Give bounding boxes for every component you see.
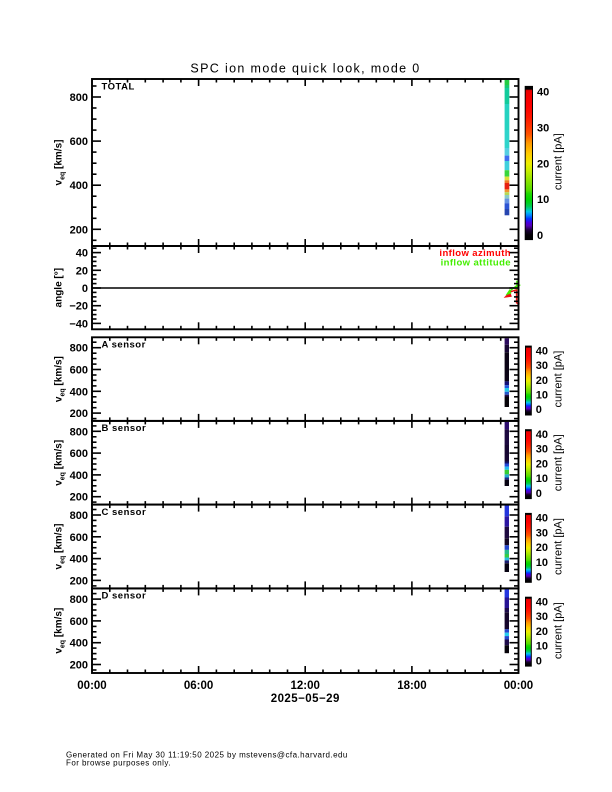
svg-text:current [pA]: current [pA] <box>553 602 565 659</box>
svg-text:10: 10 <box>536 557 548 569</box>
svg-text:200: 200 <box>70 224 88 236</box>
svg-text:For browse purposes only.: For browse purposes only. <box>66 759 171 768</box>
svg-text:400: 400 <box>70 554 88 566</box>
svg-text:800: 800 <box>70 510 88 522</box>
svg-text:10: 10 <box>536 641 548 653</box>
svg-text:200: 200 <box>70 492 88 504</box>
svg-text:600: 600 <box>70 365 88 377</box>
svg-text:current [pA]: current [pA] <box>553 133 565 190</box>
svg-text:0: 0 <box>537 230 543 242</box>
svg-text:600: 600 <box>70 136 88 148</box>
svg-text:angle [°]: angle [°] <box>54 268 65 308</box>
svg-text:TOTAL: TOTAL <box>102 81 135 92</box>
svg-text:30: 30 <box>536 611 548 623</box>
svg-text:40: 40 <box>536 429 548 441</box>
svg-text:600: 600 <box>70 616 88 628</box>
svg-text:40: 40 <box>536 597 548 609</box>
svg-text:10: 10 <box>536 473 548 485</box>
svg-text:30: 30 <box>536 527 548 539</box>
svg-text:800: 800 <box>70 426 88 438</box>
svg-text:20: 20 <box>536 375 548 387</box>
svg-text:20: 20 <box>537 158 549 170</box>
svg-text:200: 200 <box>70 660 88 672</box>
svg-text:40: 40 <box>537 87 549 99</box>
svg-text:400: 400 <box>70 386 88 398</box>
svg-text:0: 0 <box>536 655 542 667</box>
svg-text:−20: −20 <box>69 301 88 313</box>
svg-text:800: 800 <box>70 343 88 355</box>
svg-text:inflow azimuth: inflow azimuth <box>439 248 511 259</box>
svg-text:current [pA]: current [pA] <box>553 351 565 408</box>
svg-text:0: 0 <box>82 283 88 295</box>
svg-text:400: 400 <box>70 470 88 482</box>
svg-text:200: 200 <box>70 575 88 587</box>
svg-text:800: 800 <box>70 92 88 104</box>
svg-text:00:00: 00:00 <box>504 680 533 692</box>
svg-text:600: 600 <box>70 448 88 460</box>
svg-text:400: 400 <box>70 638 88 650</box>
svg-text:12:00: 12:00 <box>290 680 319 692</box>
svg-text:SPC ion mode quick look, mode: SPC ion mode quick look, mode 0 <box>190 62 420 76</box>
svg-text:20: 20 <box>536 626 548 638</box>
svg-text:400: 400 <box>70 180 88 192</box>
svg-text:600: 600 <box>70 532 88 544</box>
svg-text:2025−05−29: 2025−05−29 <box>271 693 340 705</box>
svg-text:40: 40 <box>76 248 88 260</box>
svg-text:800: 800 <box>70 594 88 606</box>
svg-text:20: 20 <box>536 542 548 554</box>
svg-text:C sensor: C sensor <box>102 507 147 518</box>
svg-text:D sensor: D sensor <box>102 591 147 602</box>
svg-text:18:00: 18:00 <box>397 680 426 692</box>
svg-text:B sensor: B sensor <box>102 423 147 434</box>
svg-text:A sensor: A sensor <box>102 340 146 351</box>
svg-text:inflow attitude: inflow attitude <box>441 258 511 269</box>
svg-text:0: 0 <box>536 404 542 416</box>
svg-text:40: 40 <box>536 513 548 525</box>
svg-text:20: 20 <box>76 265 88 277</box>
svg-text:0: 0 <box>536 488 542 500</box>
svg-text:Generated on Fri May 30 11:19:: Generated on Fri May 30 11:19:50 2025 by… <box>66 751 348 760</box>
svg-text:30: 30 <box>536 444 548 456</box>
svg-text:40: 40 <box>536 345 548 357</box>
svg-text:20: 20 <box>536 458 548 470</box>
svg-text:0: 0 <box>536 572 542 584</box>
svg-text:current [pA]: current [pA] <box>553 434 565 491</box>
svg-text:30: 30 <box>537 123 549 135</box>
svg-text:00:00: 00:00 <box>77 680 106 692</box>
svg-text:10: 10 <box>537 194 549 206</box>
svg-text:−40: −40 <box>69 318 88 330</box>
svg-text:current [pA]: current [pA] <box>553 518 565 575</box>
svg-text:30: 30 <box>536 360 548 372</box>
svg-text:06:00: 06:00 <box>184 680 213 692</box>
svg-text:10: 10 <box>536 390 548 402</box>
svg-text:200: 200 <box>70 408 88 420</box>
